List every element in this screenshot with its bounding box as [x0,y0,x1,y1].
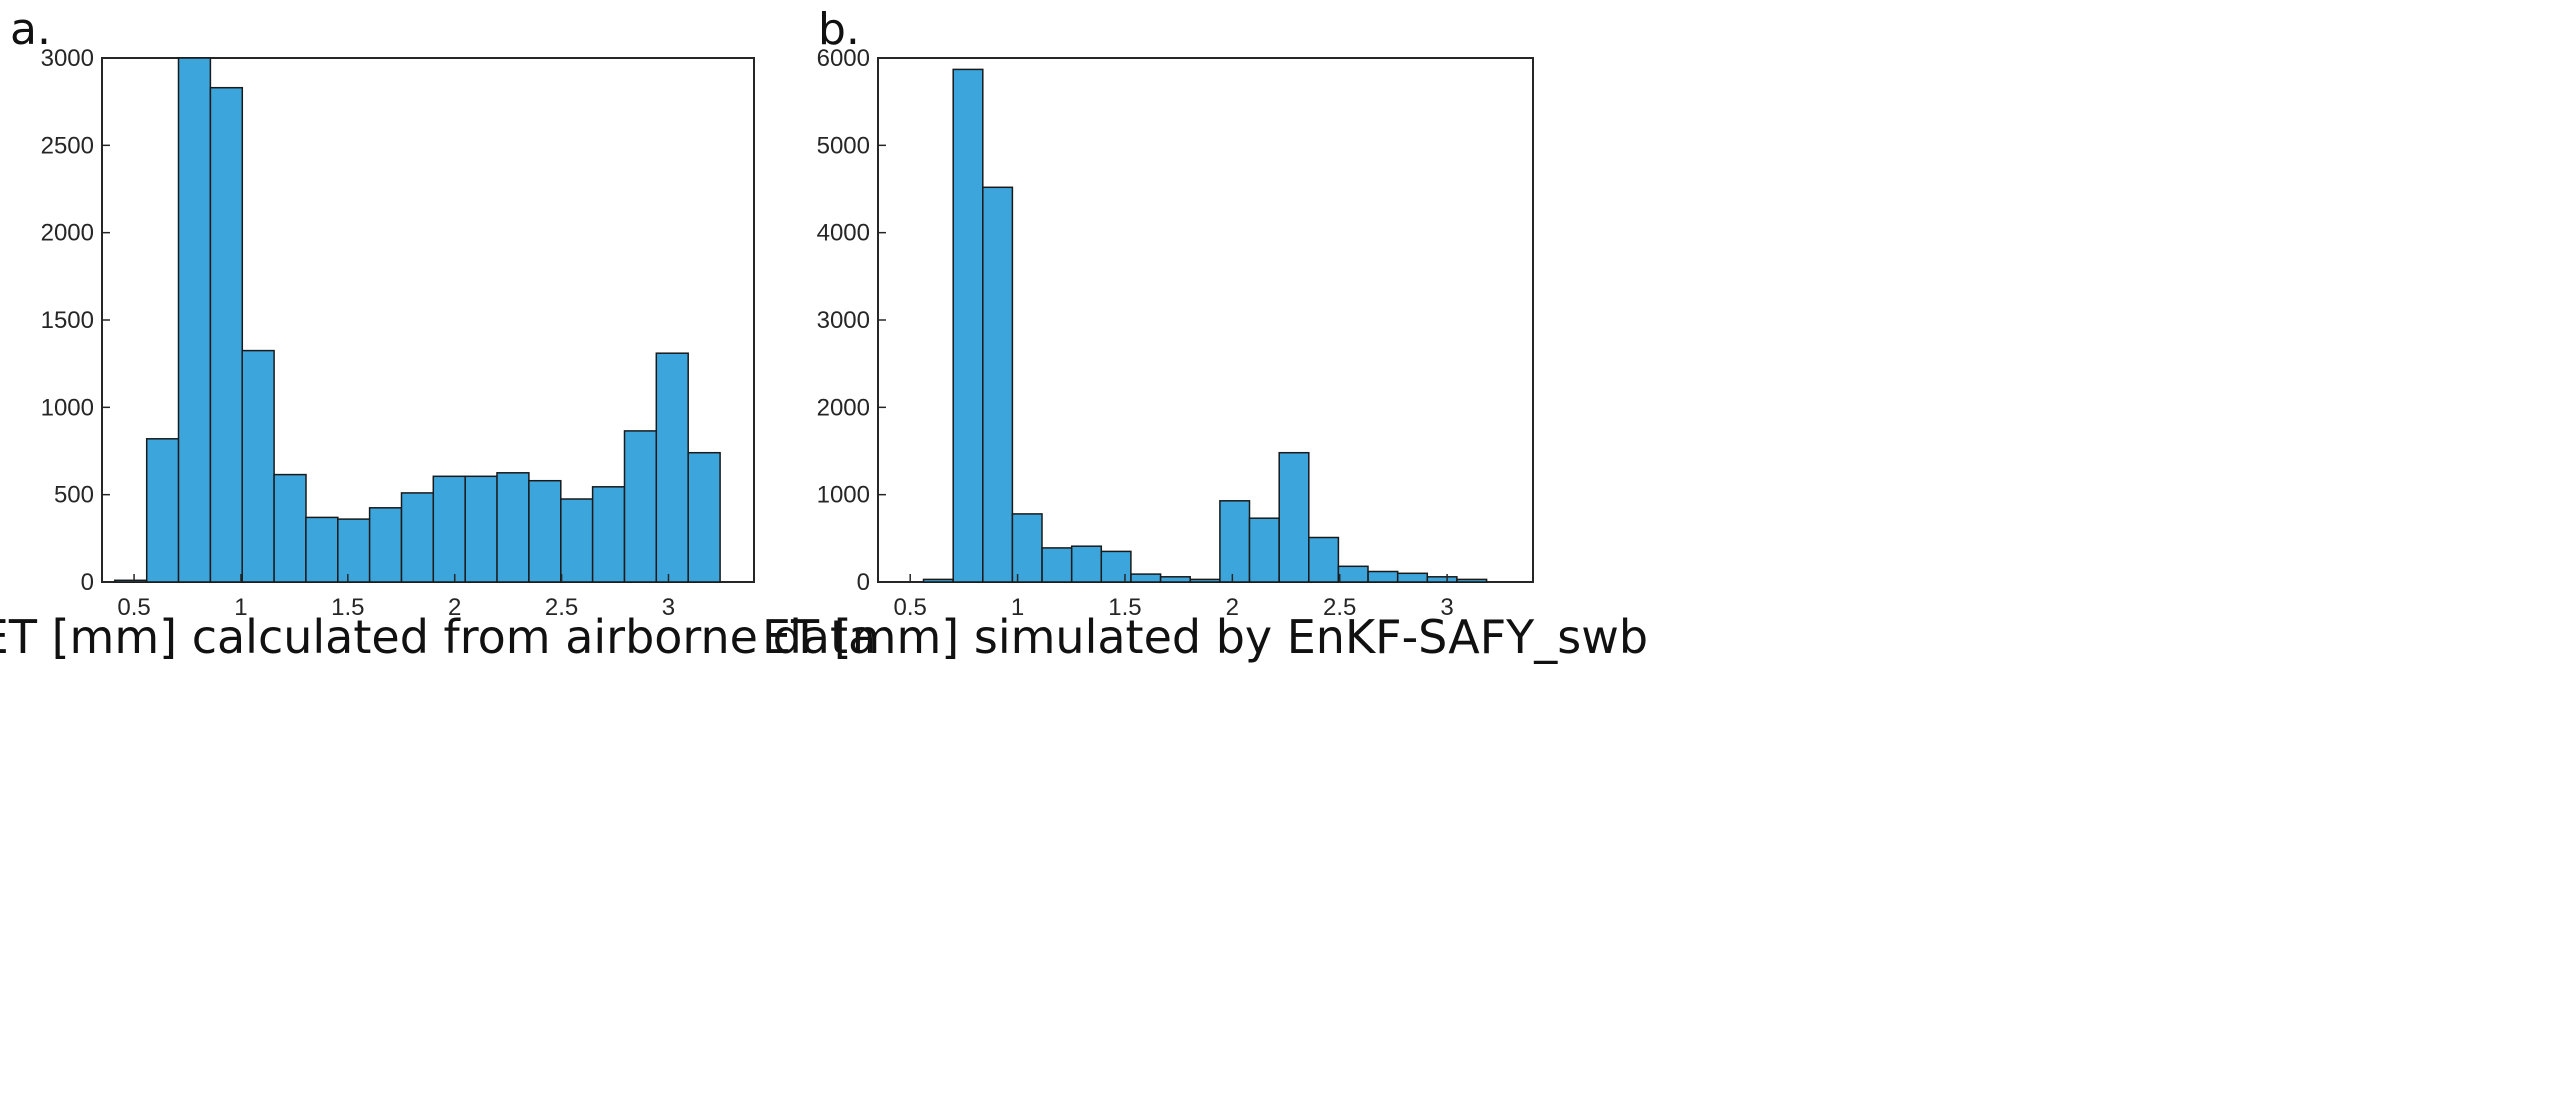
histogram-bar [145,438,180,583]
histogram-bar [114,579,148,583]
x-tick-label: 1 [1011,594,1024,621]
histogram-bar [922,578,954,583]
chart-panel-a: a. 0 500 1000 1500 2000 2500 3000 0.5 1 1.5 2 2.5 3… [0,4,876,664]
histogram-bar [496,472,530,583]
histogram-bar [591,486,626,583]
x-tick-label: 3 [1440,594,1453,621]
x-tick-label: 2 [1226,594,1239,621]
histogram-bar [1070,545,1103,583]
x-ticks-a: 0.5 1 1.5 2 2.5 3 [117,574,675,621]
y-tick-label: 500 [54,482,94,509]
x-tick-label: 0.5 [117,594,150,621]
histogram-bar [368,507,403,583]
histogram-bar [337,518,371,583]
histogram-bar [982,186,1014,583]
y-ticks-a: 0 500 1000 1500 2000 2500 3000 [41,45,110,596]
x-tick-label: 3 [662,594,675,621]
x-tick-label: 1.5 [1108,594,1141,621]
x-axis-label-a: ET [mm] calculated from airborne data [0,610,876,664]
y-tick-label: 2000 [817,394,870,421]
histogram-bar [400,492,435,583]
histogram-bar [1130,573,1162,583]
histogram-bar [1011,513,1043,583]
x-tick-label: 2.5 [1323,594,1356,621]
histogram-bar [655,352,689,583]
histogram-bar [1159,576,1191,583]
y-tick-label: 1000 [41,394,94,421]
histogram-bar [1219,500,1251,583]
y-tick-label: 3000 [41,45,94,72]
histogram-bar [1396,572,1429,583]
histogram-bar [1278,451,1310,583]
x-tick-label: 2 [448,594,461,621]
panel-label-a: a. [10,4,51,55]
histogram-bar [1308,536,1340,583]
histogram-bar [1100,550,1132,583]
y-tick-label: 1500 [41,307,94,334]
histogram-bar [1337,565,1369,583]
y-tick-label: 3000 [817,307,870,334]
y-ticks-b: 0 1000 2000 3000 4000 5000 6000 [817,45,886,596]
bars-b [922,68,1488,583]
histogram-bar [1248,517,1280,583]
y-tick-label: 4000 [817,220,870,247]
histogram-bar [1426,576,1458,583]
histogram-bar [273,473,307,583]
y-tick-label: 2000 [41,220,94,247]
histogram-bar [1367,570,1399,583]
y-tick-label: 0 [857,569,870,596]
histogram-bar [432,475,466,583]
x-ticks-b: 0.5 1 1.5 2 2.5 3 [894,574,1454,621]
histogram-bar [1456,578,1488,583]
x-axis-label-b: ET [mm] simulated by EnKF-SAFY_swb [762,610,1648,664]
histogram-bar [241,349,275,583]
histogram-bar [1041,547,1073,583]
y-tick-label: 5000 [817,132,870,159]
x-tick-label: 1 [234,594,247,621]
x-tick-label: 2.5 [545,594,578,621]
histogram-bar [952,68,984,583]
panel-label-b: b. [818,4,860,55]
histogram-bar [177,57,212,583]
x-tick-label: 1.5 [331,594,364,621]
chart-panel-b: b. 0 1000 2000 3000 4000 5000 6000 0.5 1 1.5 2 2.5… [762,4,1648,664]
y-tick-label: 6000 [817,45,870,72]
histogram-bar [1189,578,1221,583]
y-tick-label: 0 [81,569,94,596]
y-tick-label: 2500 [41,132,94,159]
histogram-bar [528,479,562,583]
y-tick-label: 1000 [817,482,870,509]
histogram-bar [560,498,594,583]
x-tick-label: 0.5 [894,594,927,621]
histogram-bar [209,86,244,583]
bars-a [114,57,721,583]
histogram-bar [687,451,721,583]
histogram-bar [464,475,498,583]
histogram-bar [305,516,339,583]
histogram-bar [623,430,658,583]
